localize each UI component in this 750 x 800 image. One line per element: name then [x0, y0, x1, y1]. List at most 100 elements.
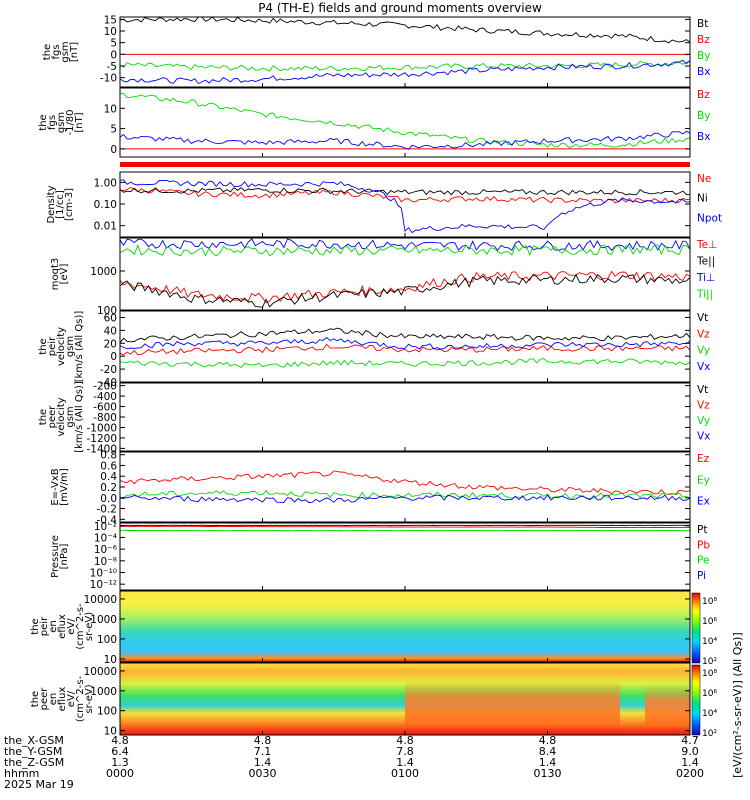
colorbar-2 [691, 664, 701, 736]
series-vx-line [119, 336, 691, 350]
y-tick-label: 1000 [90, 614, 117, 626]
y-axis-label-line: eV/ [66, 618, 77, 635]
series-ne-line [119, 186, 691, 204]
legend-vz: Vz [697, 400, 710, 412]
y-axis-label-line: -1/80 [65, 109, 76, 135]
y-axis-label: Pressure[nPa] [50, 535, 70, 578]
y-axis-label-line: (cm^2-s- [75, 675, 86, 722]
legend-ti: Ti⊥ [696, 272, 715, 284]
x-tick-label: 4.8 [396, 734, 414, 747]
legend-bz: Bz [697, 89, 710, 101]
series-vy-line [120, 358, 691, 369]
y-tick-label: 10 [104, 654, 117, 666]
x-tick-label: 6.4 [111, 745, 129, 758]
colorbar-tick-label: 10⁶ [702, 689, 717, 699]
y-axis-label-line: gsm [60, 41, 71, 62]
legend-te: Te⊥ [696, 239, 717, 251]
y-axis-label-line: fgs [51, 44, 62, 59]
legend-pe: Pe [697, 555, 709, 567]
x-tick-label: 9.0 [681, 745, 699, 758]
y-axis-label-line: velocity [56, 327, 67, 366]
y-axis-label-line: [nPa] [59, 543, 70, 569]
y-axis-label-line: the [38, 114, 49, 130]
y-axis-label-line: velocity [56, 397, 67, 436]
panel-7: 0.80.60.40.20.0-0.2-0.4 E=-VxB[mV/m] Ez Ey E… [50, 450, 710, 527]
series-by-line [119, 61, 691, 72]
y-tick-label: 0.4 [100, 471, 117, 483]
legend-bz: Bz [697, 34, 710, 46]
series-bx-line [119, 59, 691, 85]
panel-frame [119, 522, 691, 591]
y-axis-label-line: (cm^2-s- [75, 603, 86, 650]
y-axis-label-line: the [30, 618, 41, 634]
x-tick-labels: 4.86.41.300004.87.11.400304.87.81.401004… [106, 83, 704, 780]
legend-vz: Vz [697, 328, 710, 340]
y-tick-label: 0.6 [100, 460, 117, 472]
x-tick-label: 1.4 [681, 756, 699, 769]
legend-ey: Ey [697, 474, 710, 486]
heatmap-enhancement-2 [645, 685, 690, 735]
y-axis-label-line: gsm [56, 112, 67, 133]
y-tick-label: 0.01 [94, 221, 117, 233]
legend-ti: Ti|| [696, 289, 713, 301]
y-tick-label: -600 [93, 402, 117, 414]
y-axis-label: Density[1/cc][cm-3] [46, 185, 75, 223]
y-axis-label-line: Pressure [50, 535, 61, 578]
x-tick-label: 7.1 [254, 745, 272, 758]
y-tick-label: 10⁻⁸ [94, 556, 117, 568]
x-tick-label: 1.4 [539, 756, 557, 769]
y-axis-label: moqt3[eV] [50, 258, 70, 291]
colorbar-tick-label: 10⁸ [702, 669, 717, 679]
heatmap-band [120, 631, 690, 651]
colorbar-tick-label: 10⁴ [702, 709, 717, 719]
x-tick-label: 0030 [249, 767, 277, 780]
series-te-line [119, 273, 691, 308]
y-tick-label: -800 [93, 412, 117, 424]
y-tick-label: 10⁻⁴ [94, 532, 117, 544]
series-te-line [119, 270, 691, 304]
y-axis-label-line: [eV] [59, 264, 70, 285]
y-axis-label-line: [km/s (All Qs)] [74, 381, 85, 453]
panel-frame [119, 310, 691, 383]
y-tick-label: 10⁻² [94, 521, 117, 533]
legend-by: By [697, 110, 710, 122]
x-tick-label: 0000 [106, 767, 134, 780]
y-tick-label: -1000 [86, 422, 117, 434]
x-tick-label: 7.8 [396, 745, 414, 758]
legend-vt: Vt [697, 312, 708, 324]
y-tick-label: 10⁻⁶ [94, 544, 117, 556]
y-axis-label-line: fgs [47, 115, 58, 130]
y-axis-label-line: gsm [65, 336, 76, 357]
y-tick-label: -5 [107, 61, 117, 73]
series-ni-line [119, 187, 691, 196]
x-axis-labels: the_X-GSM the_Y-GSM the_Z-GSM hhmm 2025 … [4, 734, 74, 791]
y-tick-label: 20 [104, 338, 117, 350]
y-tick-label: 100 [97, 305, 117, 317]
y-axis-label-line: the [42, 44, 53, 60]
x-tick-label: 4.8 [111, 734, 129, 747]
panel-frame [119, 171, 691, 238]
y-tick-label: 10 [104, 726, 117, 738]
y-tick-label: 100 [97, 706, 117, 718]
y-axis-label-line: eV/ [66, 690, 77, 707]
series-ez-line [119, 470, 691, 495]
y-tick-label: 15 [104, 14, 117, 26]
y-tick-label: -10 [100, 73, 117, 85]
panel-4: 1000 100 moqt3[eV] Te⊥ Te|| Ti⊥ Ti|| [50, 237, 717, 317]
y-axis-label-line: gsm [65, 406, 76, 427]
y-axis-label-line: [nT] [74, 112, 85, 132]
legend-pt: Pt [697, 524, 707, 536]
y-axis-label: E=-VxB[mV/m] [50, 468, 70, 506]
panel-10: 10000 1000 100 10 thepeerenefluxeV/(cm^2-s-s… [30, 662, 691, 738]
x-tick-label: 0130 [534, 767, 562, 780]
y-tick-label: 1000 [90, 266, 117, 278]
legend-bt: Bt [697, 18, 708, 30]
series-bx-line [119, 130, 691, 150]
